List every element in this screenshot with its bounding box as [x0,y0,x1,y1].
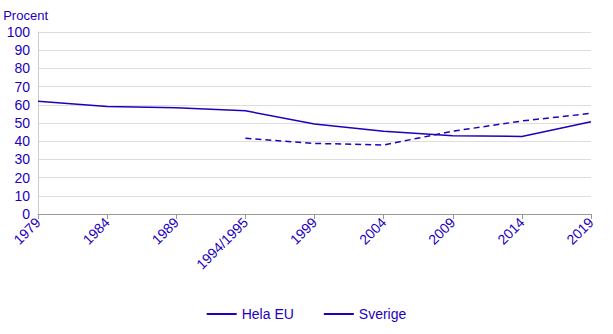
svg-text:Hela EU: Hela EU [242,306,294,322]
svg-text:1979: 1979 [10,214,43,247]
svg-text:90: 90 [14,42,30,58]
svg-text:30: 30 [14,151,30,167]
svg-text:0: 0 [22,206,30,222]
svg-text:1984: 1984 [79,214,112,247]
svg-text:70: 70 [14,79,30,95]
svg-text:2019: 2019 [563,214,596,247]
svg-text:1994/1995: 1994/1995 [193,214,251,272]
svg-text:60: 60 [14,97,30,113]
svg-text:Procent: Procent [3,8,48,23]
svg-text:2009: 2009 [425,214,458,247]
svg-text:40: 40 [14,133,30,149]
svg-text:20: 20 [14,170,30,186]
svg-text:100: 100 [7,24,31,40]
svg-text:50: 50 [14,115,30,131]
svg-text:2014: 2014 [494,214,527,247]
svg-text:10: 10 [14,188,30,204]
svg-text:1989: 1989 [149,214,182,247]
svg-text:Sverige: Sverige [359,306,407,322]
svg-text:2004: 2004 [356,214,389,247]
svg-text:80: 80 [14,60,30,76]
svg-text:1999: 1999 [287,214,320,247]
